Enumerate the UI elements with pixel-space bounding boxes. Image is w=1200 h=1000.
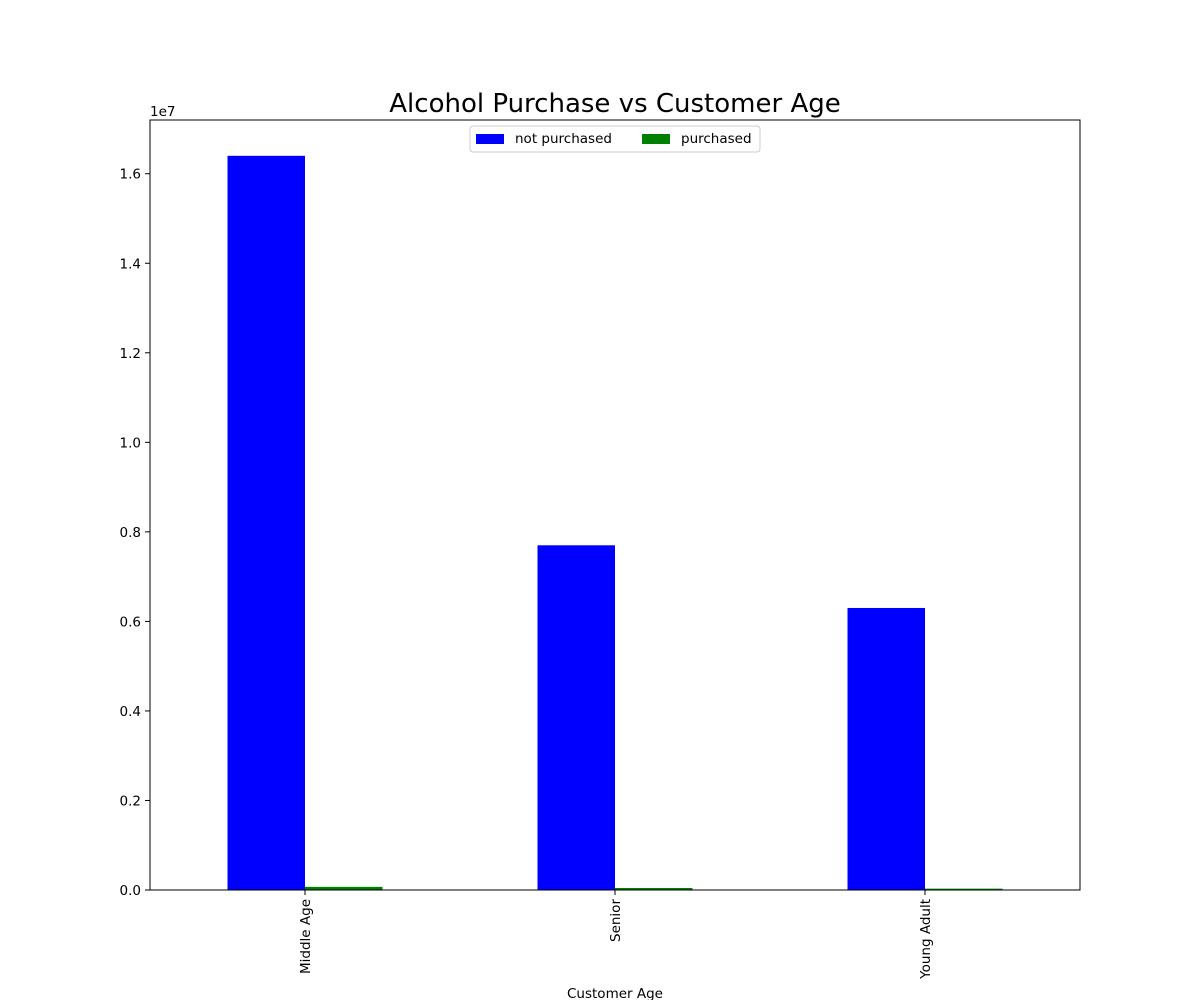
x-tick-label: Middle Age bbox=[298, 899, 314, 974]
y-axis: 0.0 0.2 0.4 0.6 0.8 1.0 1.2 1.4 1.6 bbox=[120, 167, 150, 899]
y-tick-label: 1.4 bbox=[120, 256, 141, 272]
y-tick-label: 1.6 bbox=[120, 167, 141, 183]
legend-frame bbox=[469, 125, 761, 153]
bar-not-purchased-young-adult bbox=[847, 607, 925, 890]
y-tick-label: 1.0 bbox=[120, 435, 141, 451]
y-tick-label: 0.2 bbox=[120, 793, 141, 809]
x-axis: Middle Age Senior Young Adult bbox=[298, 890, 934, 980]
x-axis-label: Customer Age bbox=[567, 986, 663, 1000]
legend-swatch bbox=[476, 134, 504, 144]
y-tick-label: 0.8 bbox=[120, 525, 141, 541]
bar-not-purchased-senior bbox=[537, 545, 615, 890]
y-tick-label: 1.2 bbox=[120, 346, 141, 362]
bar-purchased-senior bbox=[615, 887, 693, 890]
bars-layer bbox=[227, 155, 1003, 890]
bar-purchased-middle-age bbox=[305, 886, 383, 890]
y-tick-label: 0.6 bbox=[120, 614, 141, 630]
y-offset-label: 1e7 bbox=[150, 104, 175, 120]
bar-not-purchased-middle-age bbox=[227, 155, 305, 890]
legend-label: not purchased bbox=[515, 131, 612, 147]
bar-purchased-young-adult bbox=[925, 888, 1003, 890]
legend-label: purchased bbox=[681, 131, 752, 147]
chart-title: Alcohol Purchase vs Customer Age bbox=[389, 89, 840, 119]
legend-swatch bbox=[642, 134, 670, 144]
plot-area-frame bbox=[149, 119, 1081, 891]
x-tick-label: Senior bbox=[608, 899, 624, 942]
legend: not purchased purchased bbox=[469, 125, 761, 153]
y-tick-label: 0.0 bbox=[120, 883, 141, 899]
y-tick-label: 0.4 bbox=[120, 704, 141, 720]
x-tick-label: Young Adult bbox=[918, 899, 934, 980]
